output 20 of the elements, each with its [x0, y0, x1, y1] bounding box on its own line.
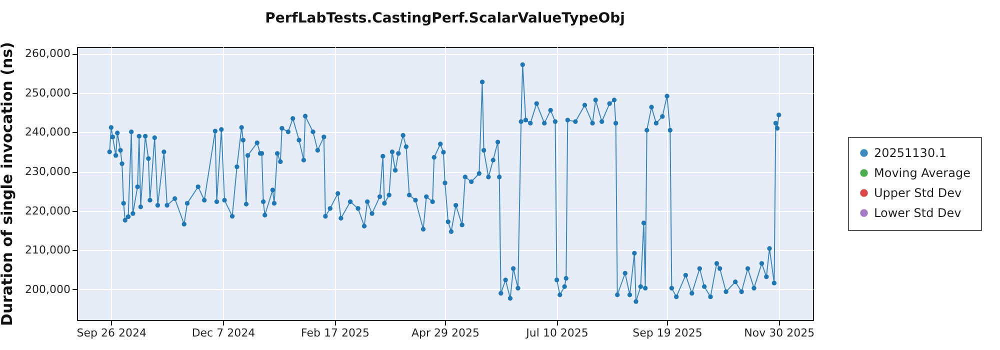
y-tick-label: 220,000 — [25, 204, 70, 218]
x-tick-label: Sep 26 2024 — [76, 326, 147, 340]
chart-title: PerfLabTests.CastingPerf.ScalarValueTypeObj — [265, 10, 625, 26]
legend-label: Upper Std Dev — [874, 186, 962, 200]
legend-label: Lower Std Dev — [874, 206, 962, 220]
legend-label: Moving Average — [874, 166, 970, 180]
x-tick-label: Jul 10 2025 — [525, 326, 588, 340]
x-tick-label: Feb 17 2025 — [301, 326, 370, 340]
y-tick-label: 200,000 — [25, 282, 70, 296]
x-tick-label: Apr 29 2025 — [411, 326, 480, 340]
y-tick-label: 250,000 — [25, 86, 70, 100]
y-tick-label: 260,000 — [25, 47, 70, 60]
y-tick-label: 240,000 — [25, 126, 70, 139]
y-axis-title: Duration of single invocation (ns) — [0, 42, 16, 326]
y-tick-label: 230,000 — [25, 165, 70, 178]
x-tick-label: Dec 7 2024 — [192, 326, 256, 340]
y-tick-label: 210,000 — [25, 244, 70, 257]
x-tick-label: Nov 30 2025 — [744, 326, 815, 340]
legend-label: 20251130.1 — [874, 146, 947, 160]
x-tick-label: Sep 19 2025 — [632, 326, 702, 340]
